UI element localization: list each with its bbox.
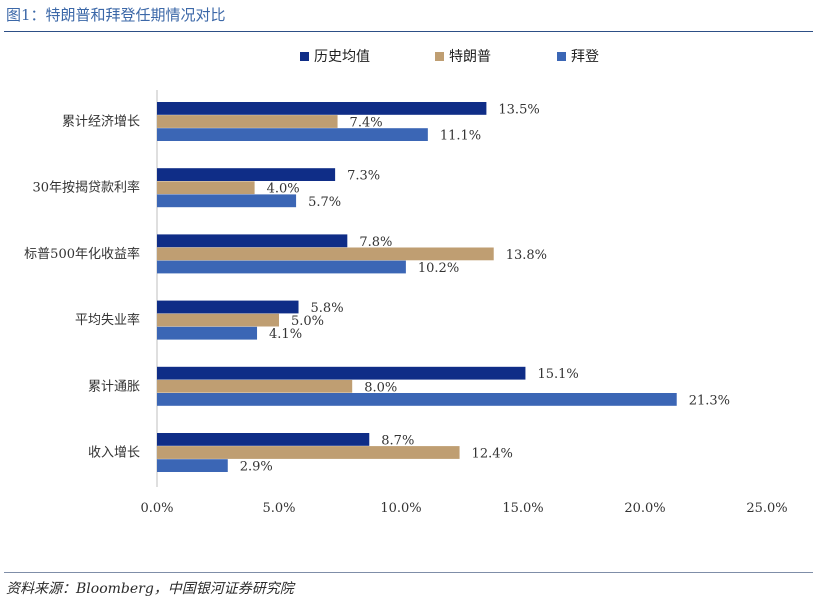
figure-title: 图1：特朗普和拜登任期情况对比 (6, 6, 226, 24)
x-tick-label: 25.0% (746, 501, 787, 516)
bar (157, 168, 336, 181)
legend-item-trump: 特朗普 (435, 46, 491, 66)
legend: 历史均值 特朗普 拜登 (0, 46, 817, 66)
data-label: 13.5% (498, 102, 539, 117)
top-divider (4, 31, 813, 32)
category-label: 累计通胀 (88, 379, 140, 394)
bottom-divider (4, 572, 813, 573)
legend-label-trump: 特朗普 (449, 49, 491, 65)
data-label: 5.7% (308, 195, 341, 210)
data-label: 21.3% (689, 393, 730, 408)
x-tick-label: 10.0% (380, 501, 421, 516)
legend-item-historical: 历史均值 (300, 46, 370, 66)
x-tick-label: 5.0% (262, 501, 295, 516)
bar (157, 128, 428, 141)
legend-swatch-biden (557, 51, 566, 61)
legend-swatch-historical (300, 51, 309, 61)
data-label: 5.8% (311, 301, 344, 316)
data-label: 8.7% (381, 433, 414, 448)
bar (157, 326, 258, 340)
data-label: 4.1% (269, 327, 302, 342)
data-label: 7.4% (350, 116, 383, 131)
bar (157, 393, 677, 406)
data-label: 15.1% (537, 367, 578, 382)
bar (157, 102, 487, 115)
category-label: 30年按揭贷款利率 (32, 180, 140, 196)
legend-label-historical: 历史均值 (314, 49, 370, 65)
x-tick-label: 15.0% (502, 501, 543, 516)
bar (157, 446, 460, 459)
data-label: 4.0% (267, 182, 300, 197)
data-label: 8.0% (364, 380, 397, 395)
category-label: 标普500年化收益率 (24, 246, 140, 262)
category-label: 累计经济增长 (62, 115, 140, 130)
data-label: 2.9% (240, 460, 273, 475)
data-label: 10.2% (418, 261, 459, 276)
data-label: 11.1% (440, 129, 481, 144)
bar (157, 234, 348, 248)
bar (157, 379, 353, 393)
data-label: 7.8% (359, 235, 392, 250)
legend-swatch-trump (435, 51, 444, 61)
category-label: 平均失业率 (75, 312, 140, 328)
legend-item-biden: 拜登 (557, 46, 599, 66)
x-tick-label: 0.0% (140, 501, 173, 516)
source-note: 资料来源：Bloomberg，中国银河证券研究院 (6, 581, 294, 597)
category-label: 收入增长 (88, 446, 140, 461)
bar (157, 194, 297, 208)
bar (157, 300, 299, 314)
data-label: 5.0% (291, 314, 324, 329)
bar (157, 313, 279, 327)
bar (157, 459, 228, 472)
bar (157, 115, 338, 128)
bar (157, 181, 255, 195)
data-label: 7.3% (347, 169, 380, 184)
x-tick-label: 20.0% (624, 501, 665, 516)
legend-label-biden: 拜登 (571, 49, 599, 65)
data-label: 12.4% (472, 447, 513, 462)
bar (157, 260, 406, 274)
data-label: 13.8% (506, 248, 547, 263)
bar (157, 433, 370, 446)
bar (157, 247, 494, 261)
bar (157, 366, 526, 380)
